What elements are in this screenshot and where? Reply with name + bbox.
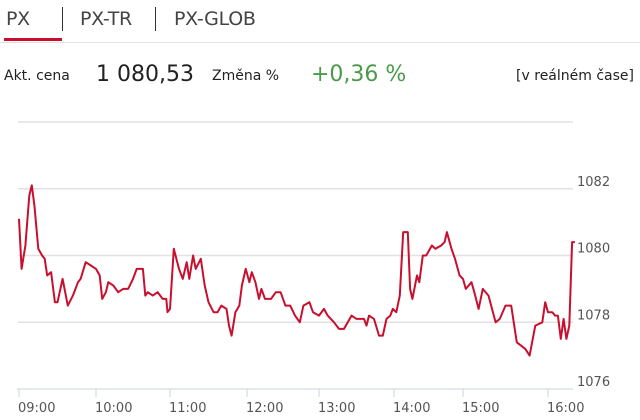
price-label: Akt. cena bbox=[4, 68, 70, 84]
x-tick-label: 11:00 bbox=[169, 401, 206, 416]
price-value: 1 080,53 bbox=[96, 62, 194, 87]
price-line bbox=[18, 184, 575, 357]
x-tick-label: 09:00 bbox=[18, 401, 55, 416]
tab-px-tr[interactable]: PX-TR bbox=[80, 8, 132, 30]
tab-px[interactable]: PX bbox=[6, 8, 30, 30]
index-tabs: PX PX-TR PX-GLOB bbox=[0, 0, 640, 43]
x-tick-label: 16:00 bbox=[547, 401, 584, 416]
quote-info: Akt. cena 1 080,53 Změna % +0,36 % [v re… bbox=[0, 60, 640, 90]
tab-px-glob[interactable]: PX-GLOB bbox=[174, 8, 256, 30]
x-tick-label: 13:00 bbox=[318, 401, 355, 416]
x-tick-label: 10:00 bbox=[95, 401, 132, 416]
y-tick-label: 1082 bbox=[577, 175, 610, 190]
x-tick-label: 14:00 bbox=[393, 401, 430, 416]
y-tick-label: 1080 bbox=[577, 242, 610, 257]
y-tick-label: 1076 bbox=[577, 375, 610, 390]
x-tick-label: 12:00 bbox=[246, 401, 283, 416]
x-tick-label: 15:00 bbox=[462, 401, 499, 416]
y-tick-label: 1078 bbox=[577, 308, 610, 323]
tab-separator bbox=[155, 7, 156, 31]
realtime-label: [v reálném čase] bbox=[516, 68, 634, 84]
change-label: Změna % bbox=[212, 68, 280, 84]
change-value: +0,36 % bbox=[311, 62, 407, 87]
tab-separator bbox=[62, 7, 63, 31]
active-tab-indicator bbox=[4, 38, 62, 41]
